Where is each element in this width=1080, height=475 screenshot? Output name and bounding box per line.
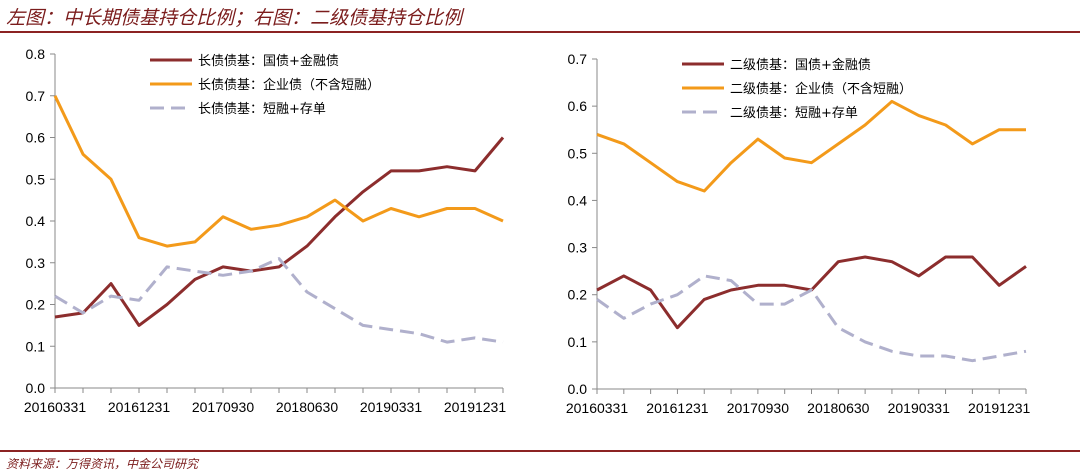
x-tick-label: 20190331 bbox=[888, 400, 951, 416]
y-tick-label: 0.8 bbox=[26, 46, 46, 62]
x-tick-label: 20191231 bbox=[968, 400, 1031, 416]
series-line-2 bbox=[53, 95, 504, 248]
y-tick-label: 0.6 bbox=[26, 130, 46, 146]
legend-label-2: 长债债基：企业债（不含短融） bbox=[198, 77, 380, 93]
page-title: 左图：中长期债基持仓比例；右图：二级债基持仓比例 bbox=[6, 7, 463, 29]
y-tick-label: 0.2 bbox=[26, 297, 46, 313]
series-line-3 bbox=[596, 274, 1027, 363]
x-tick-label: 20161231 bbox=[646, 400, 709, 416]
x-tick-label: 20160331 bbox=[24, 399, 87, 415]
y-tick-label: 0.6 bbox=[568, 98, 588, 114]
header-rule bbox=[0, 31, 1080, 33]
x-tick-label: 20160331 bbox=[566, 400, 629, 416]
x-tick-label: 20170930 bbox=[192, 399, 255, 415]
x-tick-label: 20191231 bbox=[444, 399, 507, 415]
legend-label-1: 长债债基：国债+金融债 bbox=[198, 53, 339, 69]
legend-label-2: 二级债基：企业债（不含短融） bbox=[730, 81, 912, 97]
y-tick-label: 0.1 bbox=[26, 338, 46, 354]
y-tick-label: 0.1 bbox=[568, 334, 588, 350]
y-tick-label: 0.0 bbox=[568, 381, 588, 397]
footer-rule bbox=[0, 450, 1080, 452]
y-tick-label: 0.4 bbox=[26, 213, 46, 229]
series-line-1 bbox=[596, 255, 1027, 330]
x-tick-label: 20170930 bbox=[727, 400, 790, 416]
y-tick-label: 0.7 bbox=[568, 51, 588, 67]
chart-right: 0.0 0.1 0.2 0.3 0.4 0.5 0.6 0.7 20160331 20161231… bbox=[566, 51, 1031, 416]
series-line-3 bbox=[54, 257, 504, 344]
legend-label-1: 二级债基：国债+金融债 bbox=[730, 57, 871, 73]
y-tick-label: 0.0 bbox=[26, 380, 46, 396]
y-tick-label: 0.4 bbox=[568, 192, 588, 208]
series-line-2 bbox=[596, 99, 1026, 193]
y-tick-label: 0.7 bbox=[26, 88, 46, 104]
y-tick-label: 0.2 bbox=[568, 287, 588, 303]
source-note: 资料来源：万得资讯，中金公司研究 bbox=[6, 457, 199, 471]
chart-left: 0.0 0.1 0.2 0.3 0.4 0.5 0.6 0.7 0.8 20160331 20161… bbox=[24, 46, 507, 415]
y-tick-label: 0.5 bbox=[568, 145, 588, 161]
y-tick-label: 0.3 bbox=[568, 240, 588, 256]
series-line-1 bbox=[54, 136, 505, 327]
legend-label-3: 长债债基：短融+存单 bbox=[198, 102, 326, 117]
y-tick-label: 0.5 bbox=[26, 171, 46, 187]
x-tick-label: 20180630 bbox=[807, 400, 870, 416]
legend-label-3: 二级债基：短融+存单 bbox=[730, 106, 858, 121]
x-tick-label: 20180630 bbox=[276, 399, 339, 415]
x-tick-label: 20161231 bbox=[108, 399, 171, 415]
x-tick-label: 20190331 bbox=[360, 399, 423, 415]
y-tick-label: 0.3 bbox=[26, 255, 46, 271]
